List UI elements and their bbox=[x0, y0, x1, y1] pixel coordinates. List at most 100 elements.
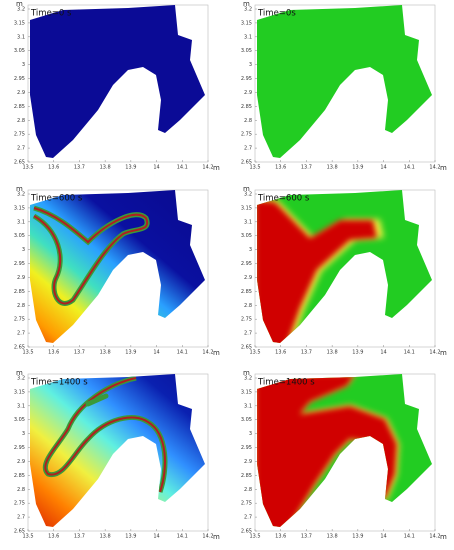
x-tick-label: 13.7 bbox=[301, 350, 312, 356]
x-tick-label: 13.9 bbox=[352, 534, 363, 540]
x-tick-label: 14 bbox=[153, 165, 159, 171]
y-tick-label: 2.7 bbox=[244, 146, 252, 152]
x-tick-label: 14 bbox=[380, 534, 386, 540]
y-tick-label: 2.65 bbox=[241, 529, 252, 535]
x-tick-label: 13.8 bbox=[327, 350, 338, 356]
x-tick-label: 13.6 bbox=[48, 165, 59, 171]
y-tick-label: 3.15 bbox=[241, 205, 252, 211]
y-tick-label: 3.1 bbox=[17, 34, 25, 40]
y-tick-label: 2.65 bbox=[14, 160, 25, 166]
x-tick-label: 14.1 bbox=[177, 165, 188, 171]
front-outline bbox=[85, 393, 109, 407]
front bbox=[33, 207, 149, 305]
x-tick-label: 13.5 bbox=[22, 534, 33, 540]
panel: Time=1400 s 13.5 13.6 13.7 13.8 13.9 14 14.1 14.… bbox=[241, 369, 447, 541]
x-tick-label: 13.8 bbox=[327, 534, 338, 540]
x-tick-label: 14.1 bbox=[177, 534, 188, 540]
panel: Time=1400 s 13.5 13.6 13.7 13.8 13.9 14 14.1 14.… bbox=[14, 369, 220, 541]
x-tick-label: 13.9 bbox=[125, 350, 136, 356]
x-tick-label: 13.6 bbox=[275, 350, 286, 356]
y-tick-label: 2.7 bbox=[244, 331, 252, 337]
x-tick-label: 14.2 bbox=[429, 165, 440, 171]
y-tick-label: 2.85 bbox=[241, 289, 252, 295]
y-tick-label: 3.2 bbox=[244, 7, 252, 13]
y-tick-label: 3 bbox=[22, 62, 25, 68]
y-tick-label: 2.65 bbox=[14, 529, 25, 535]
y-tick-label: 2.8 bbox=[244, 487, 252, 493]
y-tick-label: 2.95 bbox=[14, 445, 25, 451]
x-tick-label: 13.8 bbox=[327, 165, 338, 171]
x-tick-label: 13.9 bbox=[125, 165, 136, 171]
y-tick-label: 2.85 bbox=[241, 473, 252, 479]
y-tick-label: 3.1 bbox=[17, 219, 25, 225]
y-tick-label: 3.15 bbox=[14, 205, 25, 211]
y-tick-label: 3.15 bbox=[241, 20, 252, 26]
y-tick-label: 3.05 bbox=[241, 417, 252, 423]
x-unit: m bbox=[213, 349, 220, 357]
x-tick-label: 13.5 bbox=[249, 350, 260, 356]
x-tick-label: 13.8 bbox=[100, 534, 111, 540]
y-tick-label: 2.65 bbox=[14, 345, 25, 351]
x-unit: m bbox=[213, 533, 220, 541]
y-tick-label: 2.9 bbox=[244, 275, 252, 281]
x-tick-label: 13.7 bbox=[74, 534, 85, 540]
x-tick-label: 13.9 bbox=[352, 350, 363, 356]
y-tick-label: 3 bbox=[22, 247, 25, 253]
x-tick-label: 14.2 bbox=[202, 534, 213, 540]
y-tick-label: 2.7 bbox=[17, 331, 25, 337]
panel: Time=600 s 13.5 13.6 13.7 13.8 13.9 14 14.1 14.2… bbox=[241, 185, 447, 357]
x-tick-label: 14.1 bbox=[177, 350, 188, 356]
x-tick-label: 14 bbox=[153, 534, 159, 540]
x-tick-label: 13.9 bbox=[352, 165, 363, 171]
region bbox=[257, 200, 377, 343]
y-tick-label: 2.65 bbox=[241, 160, 252, 166]
x-tick-label: 13.7 bbox=[74, 350, 85, 356]
x-unit: m bbox=[440, 533, 447, 541]
y-tick-label: 2.75 bbox=[241, 501, 252, 507]
x-tick-label: 13.5 bbox=[249, 165, 260, 171]
y-tick-label: 2.75 bbox=[14, 317, 25, 323]
y-tick-label: 2.8 bbox=[17, 487, 25, 493]
x-tick-label: 14.1 bbox=[404, 534, 415, 540]
front bbox=[44, 377, 166, 493]
x-tick-label: 14 bbox=[380, 165, 386, 171]
y-unit: m bbox=[243, 185, 250, 193]
x-unit: m bbox=[440, 349, 447, 357]
x-unit: m bbox=[213, 164, 220, 172]
y-tick-label: 3 bbox=[249, 431, 252, 437]
y-tick-label: 2.95 bbox=[14, 261, 25, 267]
y-tick-label: 2.95 bbox=[241, 445, 252, 451]
y-tick-label: 2.7 bbox=[17, 146, 25, 152]
panel-title: Time=1400 s bbox=[30, 378, 88, 388]
x-tick-label: 14.1 bbox=[404, 165, 415, 171]
x-tick-label: 14.2 bbox=[429, 534, 440, 540]
x-tick-label: 13.8 bbox=[100, 350, 111, 356]
y-tick-label: 3.2 bbox=[244, 376, 252, 382]
x-tick-label: 14 bbox=[380, 350, 386, 356]
y-tick-label: 2.8 bbox=[244, 118, 252, 124]
x-tick-label: 13.7 bbox=[74, 165, 85, 171]
y-tick-label: 3.05 bbox=[14, 233, 25, 239]
y-unit: m bbox=[243, 0, 250, 8]
y-tick-label: 2.75 bbox=[241, 132, 252, 138]
y-tick-label: 3.15 bbox=[14, 20, 25, 26]
y-tick-label: 2.9 bbox=[17, 90, 25, 96]
y-tick-label: 2.95 bbox=[241, 76, 252, 82]
y-tick-label: 2.85 bbox=[241, 104, 252, 110]
x-tick-label: 13.7 bbox=[301, 165, 312, 171]
y-tick-label: 2.95 bbox=[14, 76, 25, 82]
y-tick-label: 3.2 bbox=[17, 192, 25, 198]
y-tick-label: 3 bbox=[22, 431, 25, 437]
x-tick-label: 14 bbox=[153, 350, 159, 356]
y-tick-label: 3.05 bbox=[14, 48, 25, 54]
y-tick-label: 2.75 bbox=[241, 317, 252, 323]
panel: Time=0s 13.5 13.6 13.7 13.8 13.9 14 14.1 14.2 2.6… bbox=[241, 0, 447, 172]
x-tick-label: 13.5 bbox=[249, 534, 260, 540]
x-tick-label: 13.8 bbox=[100, 165, 111, 171]
y-tick-label: 3 bbox=[249, 247, 252, 253]
y-tick-label: 2.85 bbox=[14, 289, 25, 295]
x-tick-label: 14.2 bbox=[202, 165, 213, 171]
y-tick-label: 3.1 bbox=[244, 219, 252, 225]
y-tick-label: 2.9 bbox=[244, 90, 252, 96]
